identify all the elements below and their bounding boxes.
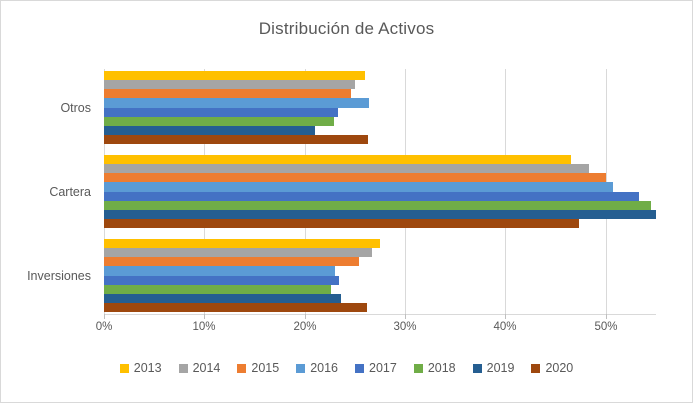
bar-2014-cartera [104, 164, 589, 174]
legend-label-2019: 2019 [486, 361, 515, 375]
x-axis-tick-20% [305, 314, 306, 319]
legend-swatch-2014 [178, 363, 188, 373]
x-axis-tick-0% [104, 314, 105, 319]
bar-2019-otros [104, 125, 315, 135]
bar-2017-otros [104, 107, 338, 117]
bar-2020-inversiones [104, 302, 367, 312]
category-label-inversiones: Inversiones [27, 268, 91, 283]
chart-legend: 2013 2014 2015 2016 2017 2018 2019 2020 [1, 361, 692, 375]
x-axis-tick-10% [204, 314, 205, 319]
legend-swatch-2019 [472, 363, 482, 373]
bar-2018-otros [104, 116, 334, 126]
legend-swatch-2017 [355, 363, 364, 373]
bar-2013-inversiones [104, 239, 380, 249]
legend-item-2020: 2020 [531, 361, 573, 375]
x-axis-label-10%: 10% [192, 321, 216, 333]
legend-label-2013: 2013 [133, 361, 162, 375]
x-axis-label-0%: 0% [95, 321, 113, 333]
bar-2013-cartera [104, 155, 571, 165]
legend-label-2014: 2014 [192, 361, 221, 375]
legend-label-2017: 2017 [369, 361, 397, 375]
bar-2020-otros [104, 134, 368, 144]
bar-2016-inversiones [104, 266, 335, 276]
bar-2014-otros [104, 80, 355, 90]
bar-2015-otros [104, 89, 351, 99]
chart-title: Distribución de Activos [258, 19, 435, 38]
x-axis-label-30%: 30% [393, 321, 417, 333]
bar-2017-inversiones [104, 275, 339, 285]
legend-swatch-2015 [237, 363, 247, 373]
x-axis-label-50%: 50% [594, 321, 618, 333]
category-label-cartera: Cartera [49, 184, 91, 199]
bar-2020-cartera [104, 218, 579, 228]
legend-swatch-2020 [531, 363, 541, 373]
bar-2017-cartera [104, 191, 639, 201]
legend-label-2015: 2015 [251, 361, 280, 375]
x-axis-line [104, 314, 656, 315]
bar-2015-inversiones [104, 257, 359, 267]
bar-2019-inversiones [104, 293, 341, 303]
x-axis-tick-30% [405, 314, 406, 319]
x-axis-tick-50% [606, 314, 607, 319]
bar-2016-cartera [104, 182, 613, 192]
legend-item-2014: 2014 [178, 361, 221, 375]
bar-2018-inversiones [104, 284, 331, 294]
x-axis-label-40%: 40% [493, 321, 517, 333]
bar-2016-otros [104, 98, 369, 108]
legend-item-2017: 2017 [355, 361, 397, 375]
legend-item-2015: 2015 [237, 361, 279, 375]
legend-item-2016: 2016 [296, 361, 338, 375]
bar-2013-otros [104, 71, 365, 81]
x-axis-tick-40% [505, 314, 506, 319]
legend-item-2013: 2013 [119, 361, 162, 375]
legend-label-2018: 2018 [427, 361, 456, 375]
legend-swatch-2016 [296, 363, 306, 373]
x-axis-label-20%: 20% [293, 321, 317, 333]
legend-swatch-2018 [413, 363, 423, 373]
bar-2014-inversiones [104, 248, 372, 258]
legend-label-2016: 2016 [310, 361, 338, 375]
category-label-otros: Otros [60, 100, 91, 115]
legend-item-2019: 2019 [472, 361, 515, 375]
legend-label-2020: 2020 [545, 361, 574, 375]
plot-area [104, 69, 656, 319]
legend-item-2018: 2018 [413, 361, 456, 375]
bar-2018-cartera [104, 200, 651, 210]
legend-swatch-2013 [119, 363, 129, 373]
bar-2015-cartera [104, 173, 606, 183]
bar-2019-cartera [104, 209, 656, 219]
